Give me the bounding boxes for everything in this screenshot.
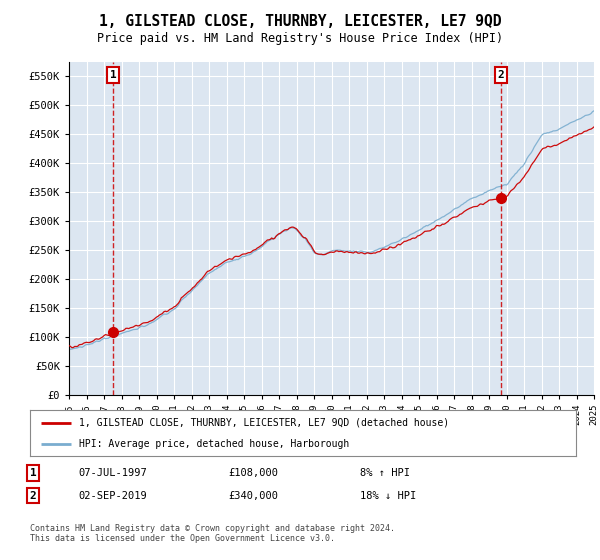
Text: Price paid vs. HM Land Registry's House Price Index (HPI): Price paid vs. HM Land Registry's House … <box>97 32 503 45</box>
Text: 2: 2 <box>29 491 37 501</box>
Text: £108,000: £108,000 <box>228 468 278 478</box>
Text: £340,000: £340,000 <box>228 491 278 501</box>
Text: 02-SEP-2019: 02-SEP-2019 <box>78 491 147 501</box>
Text: HPI: Average price, detached house, Harborough: HPI: Average price, detached house, Harb… <box>79 439 349 449</box>
Text: 18% ↓ HPI: 18% ↓ HPI <box>360 491 416 501</box>
Text: 1: 1 <box>110 70 116 80</box>
Text: 07-JUL-1997: 07-JUL-1997 <box>78 468 147 478</box>
Text: 2: 2 <box>497 70 504 80</box>
Text: 1, GILSTEAD CLOSE, THURNBY, LEICESTER, LE7 9QD: 1, GILSTEAD CLOSE, THURNBY, LEICESTER, L… <box>99 14 501 29</box>
Text: 8% ↑ HPI: 8% ↑ HPI <box>360 468 410 478</box>
Text: 1, GILSTEAD CLOSE, THURNBY, LEICESTER, LE7 9QD (detached house): 1, GILSTEAD CLOSE, THURNBY, LEICESTER, L… <box>79 418 449 428</box>
Text: 1: 1 <box>29 468 37 478</box>
Text: Contains HM Land Registry data © Crown copyright and database right 2024.
This d: Contains HM Land Registry data © Crown c… <box>30 524 395 543</box>
